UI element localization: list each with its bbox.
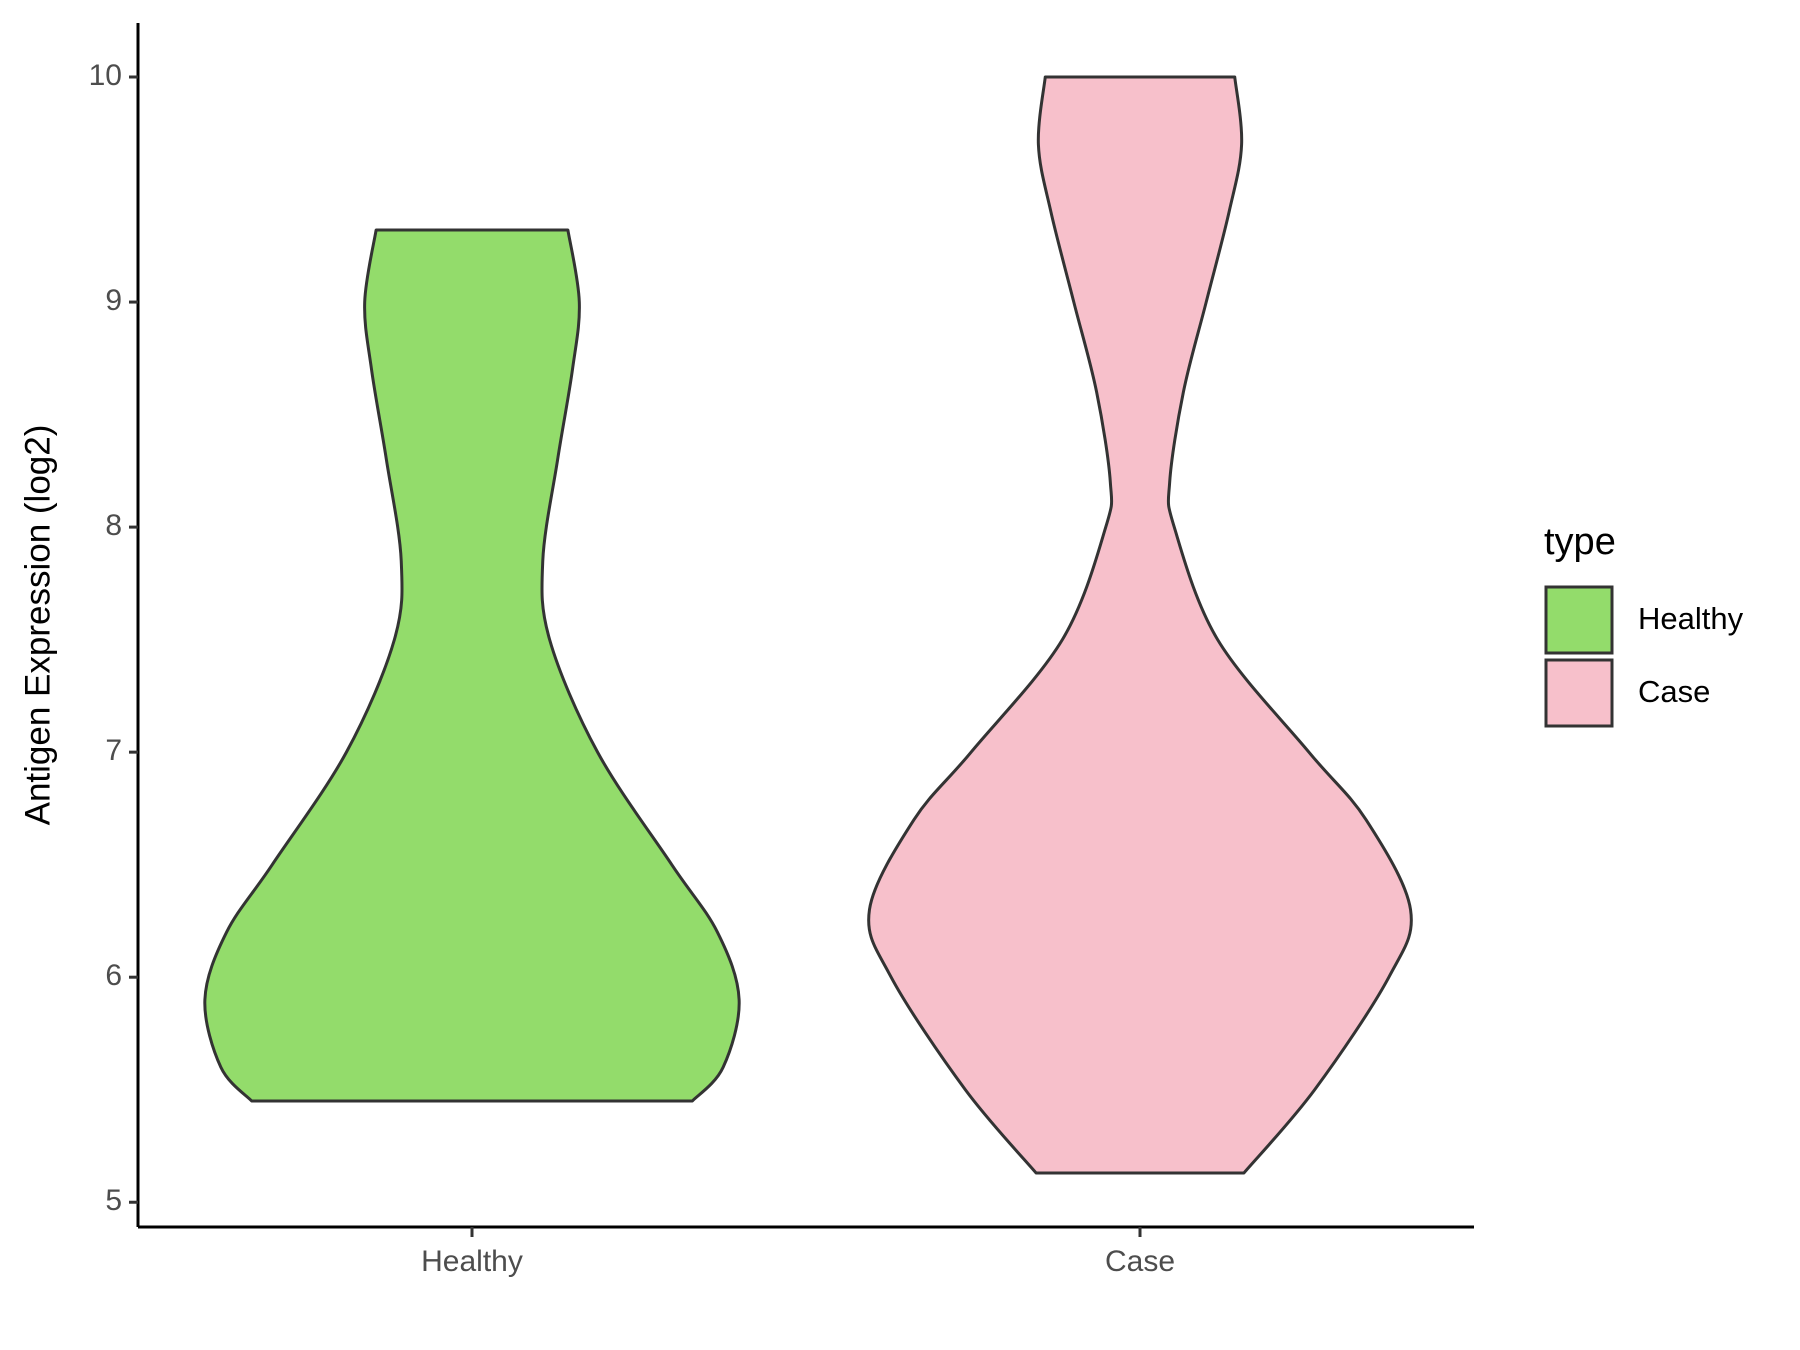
legend-key — [1544, 585, 1614, 655]
y-tick-label: 8 — [105, 509, 122, 542]
legend-key — [1544, 658, 1614, 728]
y-tick-label: 10 — [89, 59, 122, 92]
legend-label: Case — [1638, 674, 1710, 709]
legend-title: type — [1544, 521, 1616, 563]
x-tick-label: Case — [1105, 1245, 1175, 1278]
violin — [203, 228, 741, 1103]
legend-label: Healthy — [1638, 601, 1744, 636]
y-tick-label: 7 — [105, 734, 122, 767]
y-axis-title: Antigen Expression (log2) — [18, 425, 57, 826]
y-tick-label: 6 — [105, 959, 122, 992]
x-tick-label: Healthy — [421, 1245, 523, 1278]
y-tick-label: 9 — [105, 284, 122, 317]
y-tick-label: 5 — [105, 1184, 122, 1217]
violin — [867, 75, 1413, 1175]
